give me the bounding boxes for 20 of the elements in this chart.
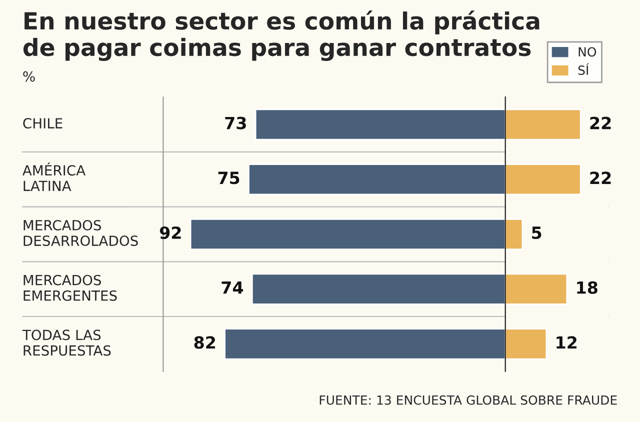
y-axis-title: % (23, 71, 35, 82)
y-tick-label: MERCADOS EMERGENTES (24, 274, 117, 301)
data-label: 75 (218, 172, 240, 184)
y-tick-label: TODAS LAS RESPUESTAS (22, 330, 111, 356)
data-label: 22 (590, 116, 611, 130)
data-label: 73 (225, 116, 246, 130)
y-tick-label: MERCADOS DESARROLADOS (24, 220, 138, 246)
data-label: 12 (556, 336, 576, 349)
legend-label: NO (578, 47, 596, 57)
source-note: FUENTE: 13 ENCUESTA GLOBAL SOBRE FRAUDE (320, 395, 617, 405)
data-label: 74 (222, 282, 244, 294)
chart-title: En nuestro sector es común la práctica de pagar coimas para ganar contratos (23, 10, 540, 61)
data-label: 5 (532, 226, 542, 240)
legend-label: SÍ (578, 63, 589, 75)
data-label: 22 (590, 172, 611, 184)
y-tick-label: AMÉRICA LATINA (22, 162, 86, 191)
data-label: 18 (577, 281, 598, 294)
data-label: 82 (194, 336, 216, 349)
y-tick-label: CHILE (23, 118, 62, 129)
data-label: 92 (160, 226, 181, 240)
